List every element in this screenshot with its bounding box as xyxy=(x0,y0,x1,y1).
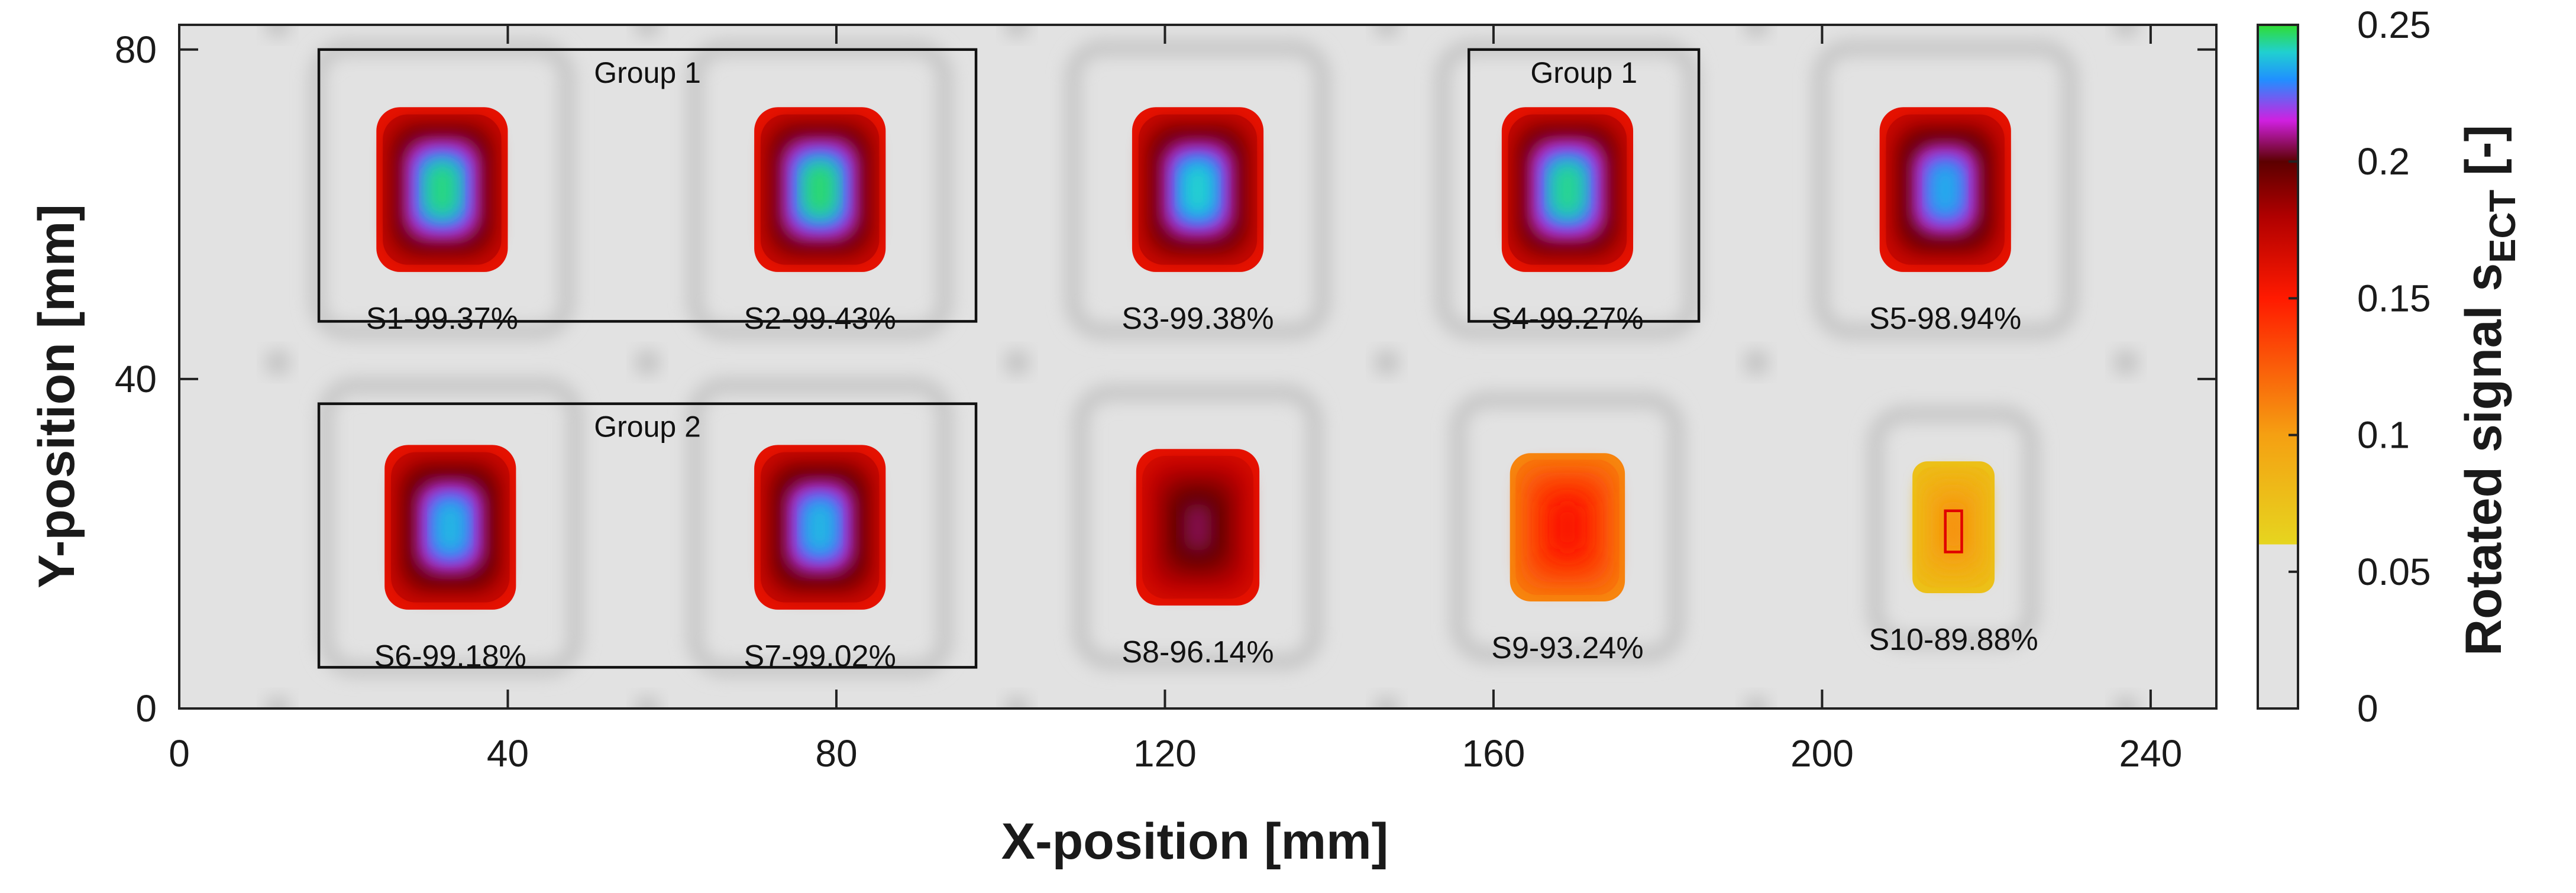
y-tick-label: 80 xyxy=(115,28,157,71)
colorbar-tick-label: 0.15 xyxy=(2357,277,2431,319)
colorbar-title-main: Rotated signal s xyxy=(2455,263,2512,656)
group-box-frame xyxy=(317,48,978,323)
holder-mark xyxy=(1004,350,1030,376)
sample-ghost-frame xyxy=(1867,405,2040,649)
sample-S4: S4-99.27% xyxy=(1434,39,1701,340)
x-tick-label: 200 xyxy=(1790,732,1854,775)
group-label: Group 1 xyxy=(1530,56,1637,89)
colorbar-tick-label: 0 xyxy=(2357,687,2378,730)
sample-ghost-frame xyxy=(687,39,954,340)
sample-ghost-frame xyxy=(687,377,954,678)
sample-label-S4: S4-99.27% xyxy=(1491,302,1643,336)
sample-ghost-frame xyxy=(317,377,584,678)
group-label: Group 2 xyxy=(594,410,701,444)
sample-S5: S5-98.94% xyxy=(1812,39,2079,340)
colorbar-tick-label: 0.05 xyxy=(2357,551,2431,593)
sample-S6: S6-99.18% xyxy=(317,377,584,678)
plot-area: S1-99.37% S2-99.43% S3-99.38% S4-99.27% S5-9… xyxy=(179,25,2216,708)
group-box-frame xyxy=(317,402,978,669)
group-box: Group 1 xyxy=(317,48,978,323)
holder-mark xyxy=(1004,695,1030,708)
colorbar-low-band xyxy=(2258,544,2298,708)
sample-ring xyxy=(1553,164,1582,215)
colorbar-gradient xyxy=(2258,25,2298,545)
colorbar-title-unit: [-] xyxy=(2455,125,2512,190)
holder-mark xyxy=(1004,25,1030,38)
colorbar-tick-label: 0.25 xyxy=(2357,4,2431,46)
axes-frame xyxy=(178,24,2218,710)
sample-ring xyxy=(427,164,457,215)
x-tick-label: 120 xyxy=(1133,732,1197,775)
colorbar-title-sub: ECT xyxy=(2483,190,2523,263)
sample-S9: S9-93.24% xyxy=(1450,391,1685,665)
holder-mark xyxy=(634,350,661,376)
sample-ghost-frame xyxy=(1434,39,1701,340)
holder-mark xyxy=(634,695,661,708)
colorbar-title: Rotated signal sECT [-] xyxy=(2455,125,2523,656)
holder-mark xyxy=(264,350,291,376)
x-tick-label: 240 xyxy=(2119,732,2183,775)
sample-ghost-frame xyxy=(1064,39,1331,340)
sample-label-S5: S5-98.94% xyxy=(1869,302,2021,336)
holder-mark xyxy=(1373,25,1400,38)
holder-mark xyxy=(1373,350,1400,376)
sample-ring xyxy=(1944,507,1963,548)
axes: 0 40 80 120 160 200 240 0 40 80 xyxy=(115,24,2218,775)
x-tick-label: 160 xyxy=(1462,732,1525,775)
holder-mark xyxy=(1743,350,1770,376)
y-tick-label: 40 xyxy=(115,358,157,400)
sample-ring xyxy=(1184,503,1211,551)
sample-S2: S2-99.43% xyxy=(687,39,954,340)
sample-ring xyxy=(1183,164,1213,215)
heatmap-content: S1-99.37% S2-99.43% S3-99.38% S4-99.27% S5-9… xyxy=(264,25,2139,708)
group-label: Group 1 xyxy=(594,56,701,89)
x-tick-label: 40 xyxy=(487,732,529,775)
defect-marker xyxy=(1944,509,1963,554)
sample-ring xyxy=(1931,164,1960,215)
sample-ghost-frame xyxy=(309,39,576,340)
x-tick-label: 0 xyxy=(169,732,190,775)
holder-mark xyxy=(634,25,661,38)
sample-ring xyxy=(805,502,835,552)
sample-ghost-frame xyxy=(1812,39,2079,340)
sample-ring xyxy=(1554,504,1580,550)
colorbar-tick-label: 0.1 xyxy=(2357,414,2410,457)
group-box-frame xyxy=(1468,48,1701,323)
holder-mark xyxy=(2113,695,2139,708)
sample-label-S10: S10-89.88% xyxy=(1869,623,2038,657)
colorbar-frame xyxy=(2257,24,2299,710)
sample-ghost-frame xyxy=(1072,384,1323,671)
sample-label-S1: S1-99.37% xyxy=(366,302,518,336)
sample-S7: S7-99.02% xyxy=(687,377,954,678)
holder-mark xyxy=(1743,25,1770,38)
holder-mark xyxy=(264,695,291,708)
sample-label-S3: S3-99.38% xyxy=(1121,302,1274,336)
group-box: Group 2 xyxy=(317,402,978,669)
sample-label-S2: S2-99.43% xyxy=(744,302,896,336)
colorbar-tick-label: 0.2 xyxy=(2357,140,2410,183)
y-axis-title: Y-position [mm] xyxy=(28,204,85,588)
sample-ghost-frame xyxy=(1450,391,1685,664)
sample-ring xyxy=(805,164,835,215)
sample-S3: S3-99.38% xyxy=(1064,39,1331,340)
holder-mark xyxy=(2113,25,2139,38)
sample-ring xyxy=(435,502,465,552)
holder-mark xyxy=(1743,695,1770,708)
sample-label-S8: S8-96.14% xyxy=(1121,635,1274,669)
holder-mark xyxy=(1373,695,1400,708)
sample-S10: S10-89.88% xyxy=(1867,405,2040,657)
sample-S8: S8-96.14% xyxy=(1072,384,1323,671)
x-tick-label: 80 xyxy=(815,732,857,775)
group-box: Group 1 xyxy=(1468,48,1701,323)
y-tick-label: 0 xyxy=(135,687,157,730)
sample-label-S9: S9-93.24% xyxy=(1491,631,1643,665)
sample-S1: S1-99.37% xyxy=(309,39,576,340)
holder-mark xyxy=(2113,350,2139,376)
colorbar: 0 0.05 0.1 0.15 0.2 0.25 xyxy=(2257,4,2431,730)
x-axis-title: X-position [mm] xyxy=(1001,813,1389,870)
holder-mark xyxy=(264,25,291,38)
